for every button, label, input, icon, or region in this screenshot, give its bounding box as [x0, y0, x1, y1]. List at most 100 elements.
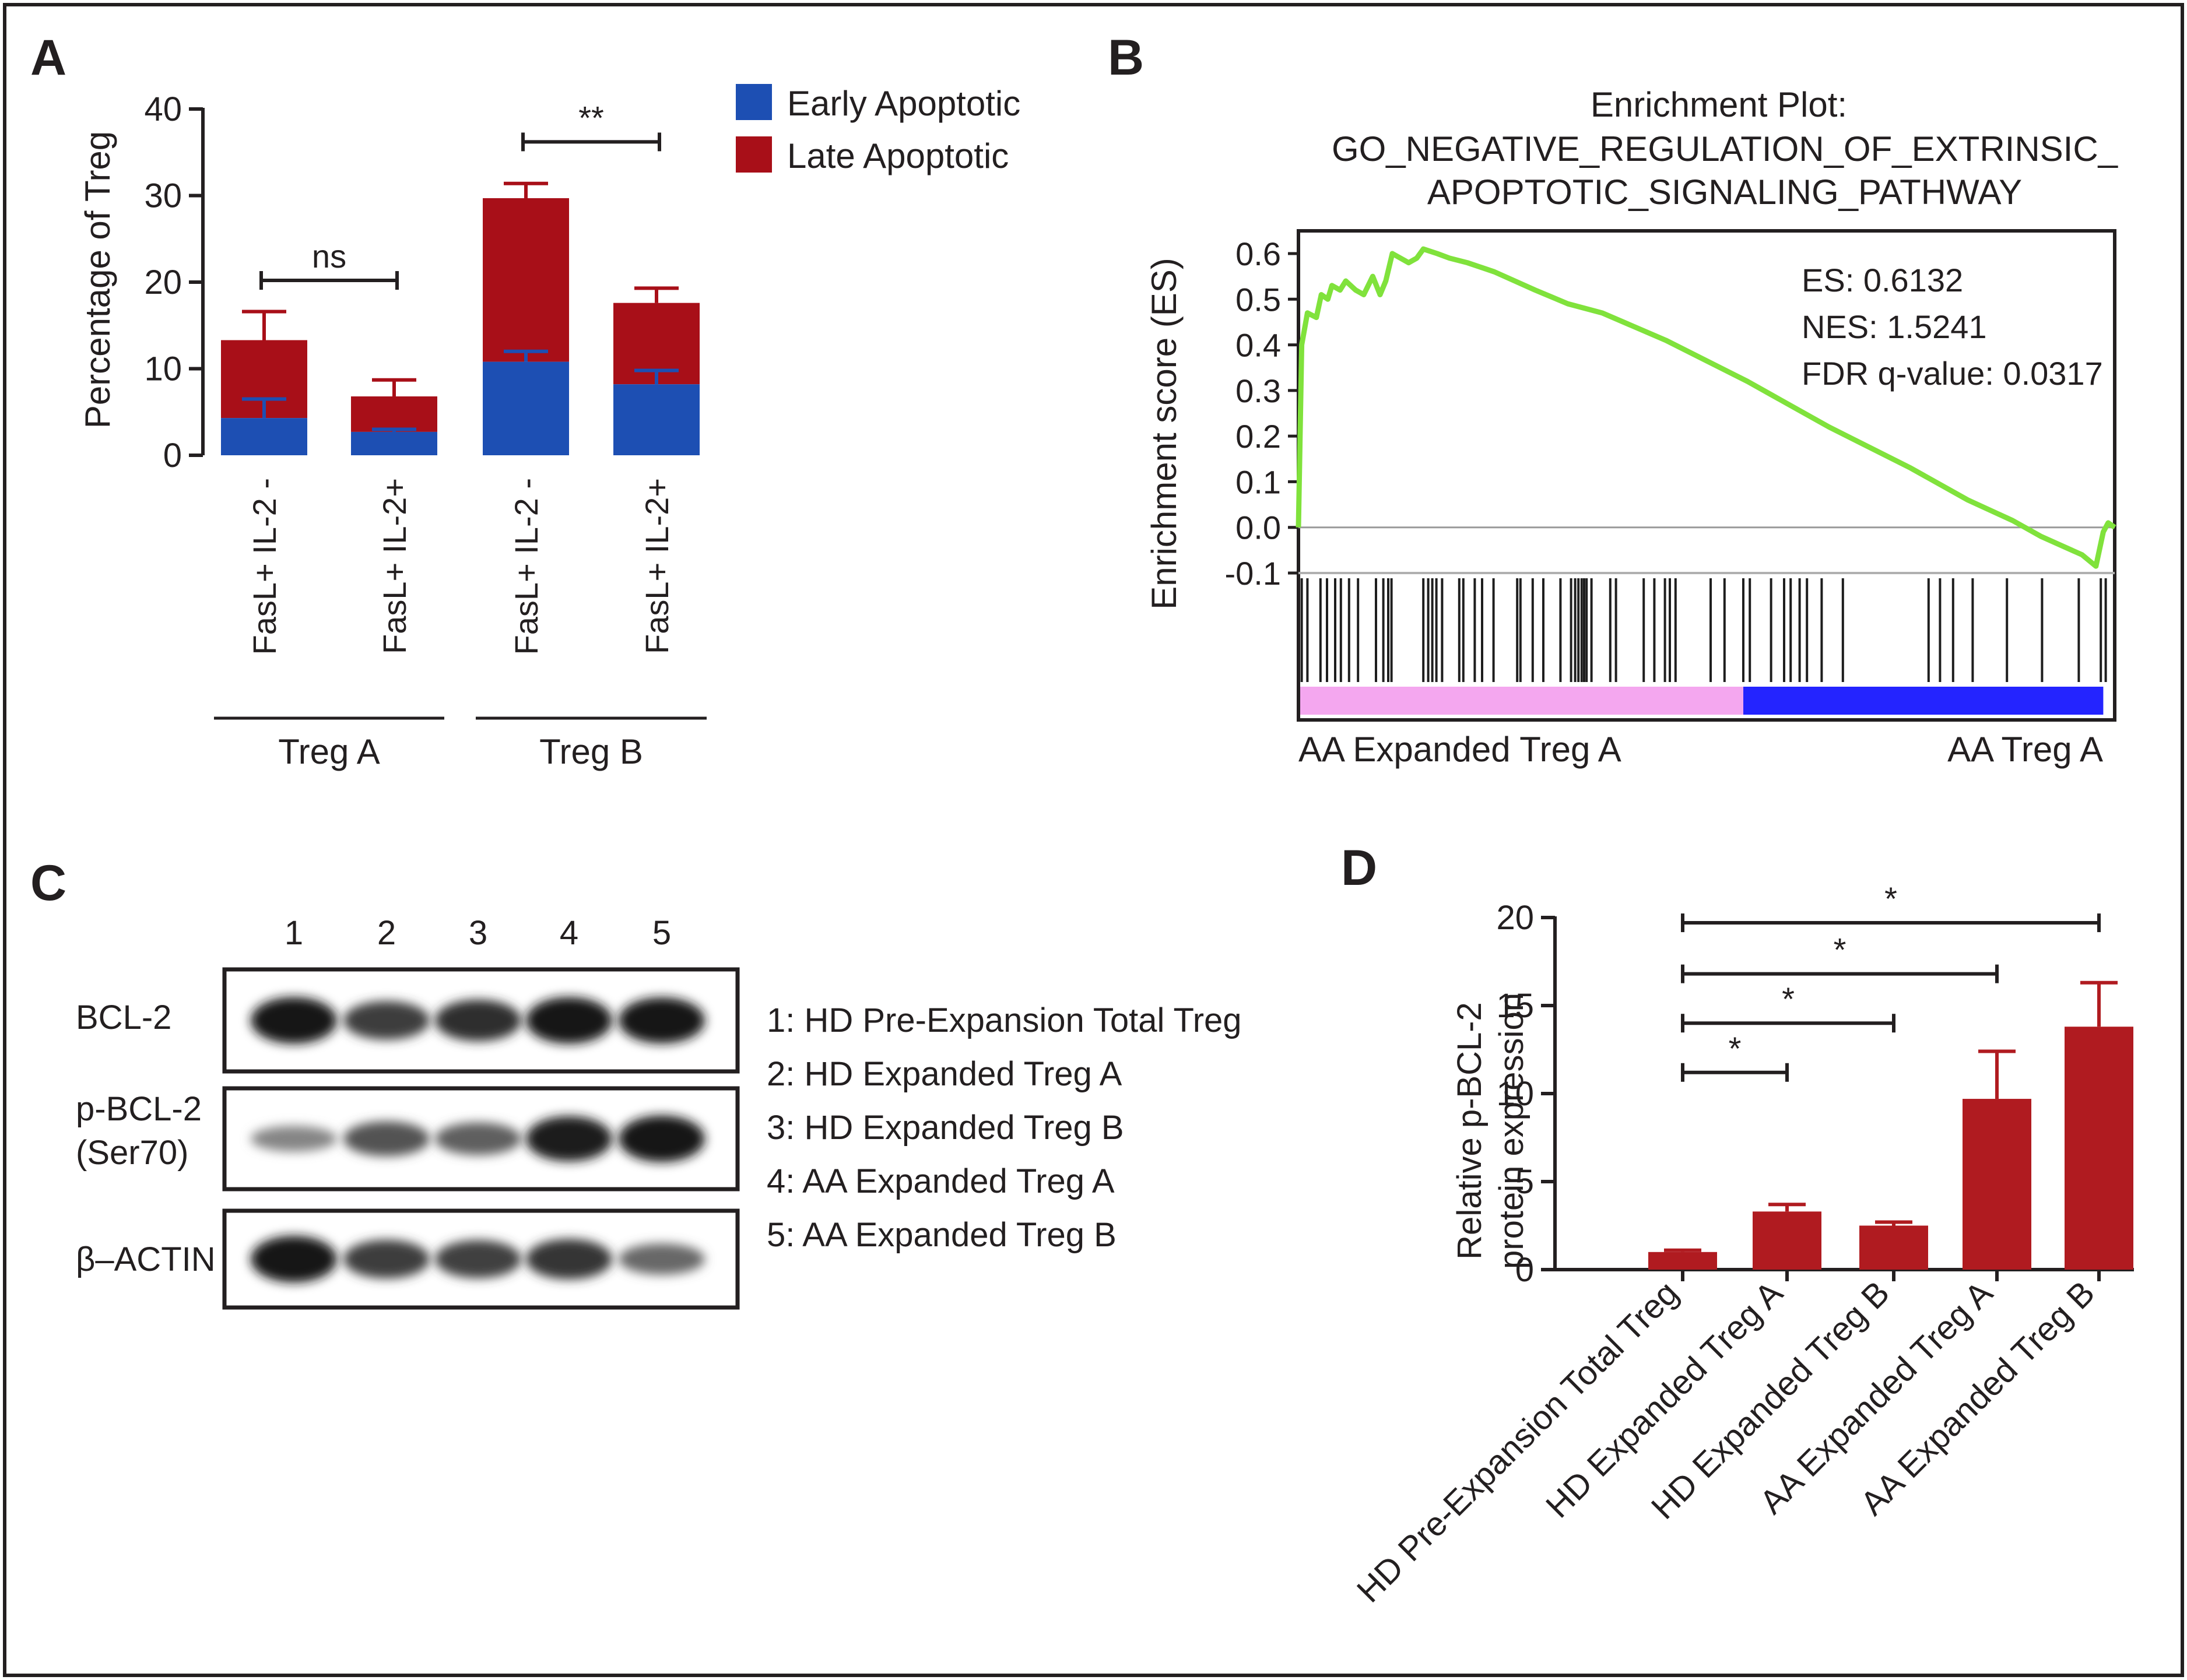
- error-bar: [1875, 1220, 1912, 1226]
- blot-row-label: (Ser70): [76, 1134, 188, 1172]
- plot-title: Enrichment Plot:: [1591, 85, 1847, 124]
- y-tick-label: 0.0: [1235, 509, 1281, 546]
- error-bar-late: [504, 181, 548, 198]
- group-label: Treg B: [539, 732, 643, 771]
- blot-band: [251, 1126, 337, 1152]
- bar-early-apoptotic: [351, 431, 437, 455]
- y-axis-label: Enrichment score (ES): [1145, 258, 1184, 610]
- y-axis-label: protein expression: [1493, 993, 1530, 1269]
- ranked-bar-positive: [1300, 687, 1743, 715]
- y-tick-label: 20: [1496, 899, 1534, 937]
- y-tick-label: 15: [1496, 987, 1534, 1025]
- panel-letter-c: C: [30, 855, 66, 911]
- lane-number: 3: [469, 914, 487, 952]
- x-category-label: FasL+ IL-2 -: [246, 478, 283, 655]
- blot-row: [222, 1208, 740, 1310]
- significance-bracket: **: [521, 99, 661, 152]
- error-bar-early: [242, 397, 286, 419]
- blot-band: [526, 997, 612, 1044]
- blot-band: [343, 1239, 430, 1279]
- error-bar: [1664, 1248, 1701, 1252]
- blot-band: [343, 1001, 430, 1040]
- blot-row: [222, 967, 740, 1074]
- significance-label: **: [578, 99, 604, 136]
- blot-row-label: BCL-2: [76, 999, 171, 1036]
- y-tick-label: 40: [144, 90, 182, 128]
- lane-number: 2: [377, 914, 396, 952]
- lane-legend-item: 2: HD Expanded Treg A: [767, 1055, 1122, 1093]
- gene-hits: [1300, 578, 2107, 682]
- significance-bracket: *: [1681, 1030, 1789, 1082]
- group-label: Treg A: [278, 732, 380, 771]
- stat-label: NES: 1.5241: [1802, 308, 1987, 345]
- bar: [1963, 1099, 2031, 1270]
- y-tick-label: 0.4: [1235, 327, 1281, 364]
- blot-band: [619, 1115, 705, 1162]
- blot-row: [222, 1086, 740, 1192]
- lane-legend-item: 5: AA Expanded Treg B: [767, 1216, 1117, 1254]
- y-tick-label: -0.1: [1225, 555, 1282, 592]
- y-axis-label: Relative p-BCL-2: [1451, 1002, 1489, 1260]
- panel-d-bar-chart: 0 5 10 15 20 Relative p-BCL-2 protein expressi…: [1350, 880, 2134, 1610]
- bar-early-apoptotic: [483, 361, 569, 455]
- legend: Early Apoptotic Late Apoptotic: [736, 84, 1020, 175]
- error-bar-early: [634, 368, 679, 385]
- panel-a-stacked-bar-chart: 0 10 20 30 40 Percentage of Treg FasL+ IL-2 - F…: [78, 84, 1020, 771]
- error-bar: [1978, 1049, 2016, 1099]
- plot-title-line: APOPTOTIC_SIGNALING_PATHWAY: [1427, 173, 2022, 212]
- figure-border: [3, 3, 2184, 1677]
- panel-c-western-blot: 1 2 3 4 5 BCL-2 p-BCL-2 (Ser70) β–ACTIN 1: HD Pre…: [76, 914, 1242, 1310]
- bar: [1859, 1225, 1928, 1270]
- lane-number: 1: [285, 914, 303, 952]
- panel-letter-d: D: [1341, 840, 1377, 896]
- x-right-label: AA Treg A: [1947, 730, 2103, 769]
- blot-band: [526, 1239, 612, 1280]
- error-bar: [1768, 1203, 1806, 1212]
- x-category-label: FasL+ IL-2 -: [508, 478, 545, 655]
- enrichment-curve: [1296, 246, 2116, 569]
- blot-band: [619, 1243, 705, 1275]
- significance-label: *: [1884, 880, 1897, 917]
- y-tick-label: 0.3: [1235, 372, 1281, 409]
- y-tick-label: 5: [1515, 1163, 1534, 1201]
- bar-late-apoptotic: [351, 396, 437, 432]
- panel-b-enrichment-plot: Enrichment Plot: GO_NEGATIVE_REGULATION_O…: [1145, 85, 2119, 769]
- x-category-label: FasL+ IL-2+: [638, 478, 675, 654]
- significance-label: *: [1729, 1030, 1742, 1067]
- blot-band: [526, 1116, 612, 1162]
- legend-label: Late Apoptotic: [787, 136, 1009, 175]
- bar: [1753, 1211, 1821, 1270]
- error-bar-late: [372, 378, 416, 397]
- lane-legend-item: 3: HD Expanded Treg B: [767, 1109, 1124, 1147]
- blot-band: [343, 1121, 430, 1157]
- blot-band: [251, 1236, 337, 1282]
- significance-label: ns: [312, 238, 346, 275]
- bar-early-apoptotic: [221, 418, 307, 455]
- ranked-bar-negative: [1743, 687, 2104, 715]
- blot-row-label: β–ACTIN: [76, 1240, 216, 1278]
- blot-band: [619, 997, 705, 1044]
- y-tick-label: 0.2: [1235, 418, 1281, 455]
- error-bar-early: [504, 349, 548, 362]
- legend-swatch: [736, 84, 772, 120]
- significance-label: *: [1834, 932, 1847, 968]
- error-bar-late: [634, 286, 679, 303]
- bar-late-apoptotic: [483, 198, 569, 362]
- x-left-label: AA Expanded Treg A: [1298, 730, 1621, 769]
- y-tick-label: 0.1: [1235, 463, 1281, 500]
- y-tick-label: 30: [144, 177, 182, 215]
- stat-label: FDR q-value: 0.0317: [1802, 355, 2103, 392]
- legend-label: Early Apoptotic: [787, 84, 1020, 123]
- blot-row-label: p-BCL-2: [76, 1090, 202, 1128]
- y-axis-label: Percentage of Treg: [78, 131, 117, 428]
- significance-bracket: ns: [259, 238, 399, 290]
- blot-band: [435, 1122, 521, 1155]
- significance-bracket: *: [1681, 932, 1999, 983]
- y-tick-label: 20: [144, 263, 182, 301]
- lane-legend-item: 4: AA Expanded Treg A: [767, 1162, 1115, 1200]
- y-tick-label: 10: [144, 350, 182, 388]
- legend-swatch: [736, 136, 772, 173]
- plot-title-line: GO_NEGATIVE_REGULATION_OF_EXTRINSIC_: [1332, 129, 2119, 168]
- bar-early-apoptotic: [613, 384, 700, 455]
